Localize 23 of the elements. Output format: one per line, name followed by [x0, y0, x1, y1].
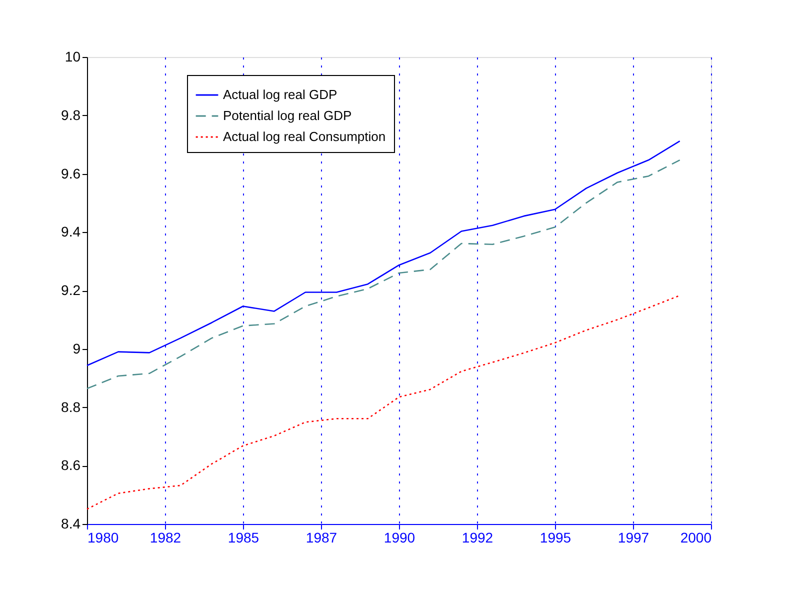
y-tick-label: 9 [72, 340, 81, 356]
y-tick-label: 8.4 [61, 516, 81, 532]
y-tick-label: 9.4 [61, 224, 81, 240]
line-series [86, 294, 680, 510]
y-tick-label: 9.8 [61, 106, 81, 123]
legend-label: Actual log real GDP [223, 87, 338, 102]
y-tick-label: 9.2 [61, 282, 81, 298]
x-tick-label: 1985 [228, 530, 260, 546]
y-tick-label: 10 [64, 48, 81, 64]
legend-label: Actual log real Consumption [223, 129, 386, 144]
y-tick-label: 9.6 [61, 165, 81, 182]
y-tick-label: 8.6 [61, 457, 81, 474]
line-series [86, 159, 680, 390]
legend-label: Potential log real GDP [223, 108, 352, 123]
x-tick-label: 1990 [384, 530, 416, 546]
x-tick-label: 1992 [462, 530, 494, 546]
x-tick-label: 1997 [618, 530, 650, 546]
x-tick-label: 1980 [88, 530, 119, 546]
x-tick-label: 1995 [540, 530, 572, 546]
x-tick-label: 1987 [306, 530, 338, 546]
x-tick-label: 1982 [150, 530, 182, 546]
x-tick-label: 2000 [680, 530, 712, 546]
y-tick-label: 8.8 [61, 398, 81, 415]
